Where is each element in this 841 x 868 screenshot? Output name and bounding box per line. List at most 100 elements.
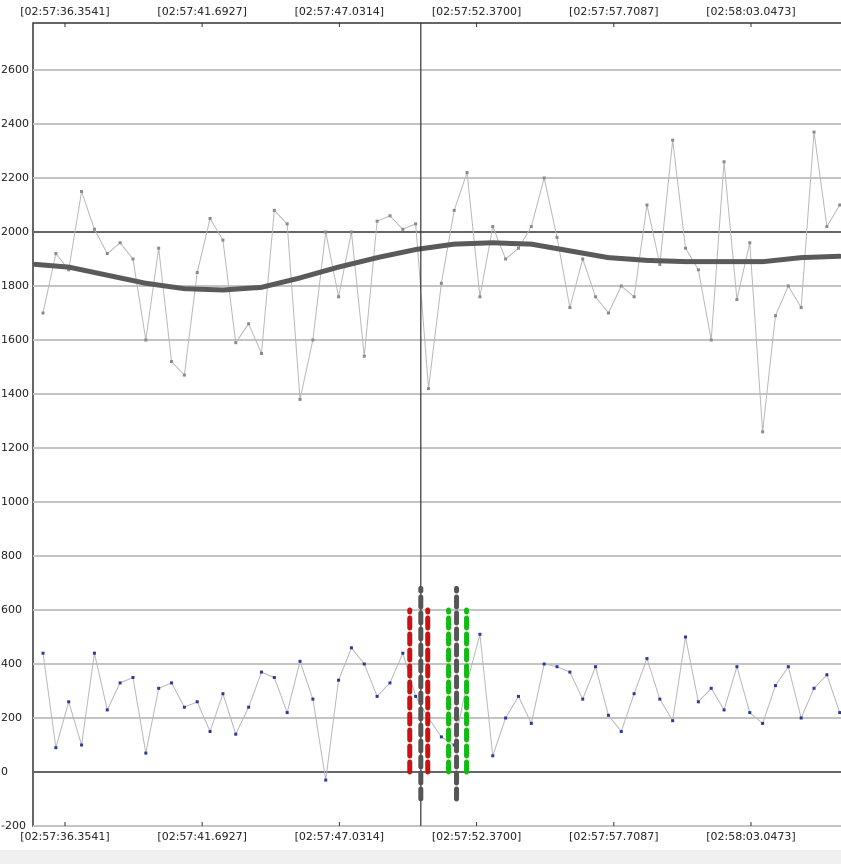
x-tick-label: [02:57:36.3541] <box>20 830 109 843</box>
point <box>105 252 109 256</box>
point <box>144 751 148 755</box>
x-tick-label: [02:58:03.0473] <box>706 5 795 18</box>
point <box>478 632 482 636</box>
y-tick-label: 2000 <box>1 225 29 238</box>
point <box>812 686 816 690</box>
point <box>568 670 572 674</box>
point <box>658 697 662 701</box>
point <box>735 665 739 669</box>
point <box>349 646 353 650</box>
point <box>375 694 379 698</box>
point <box>825 225 829 229</box>
y-tick-label: 200 <box>1 711 22 724</box>
point <box>105 708 109 712</box>
point <box>773 684 777 688</box>
point <box>362 662 366 666</box>
point <box>465 171 469 175</box>
point <box>812 130 816 134</box>
point <box>632 692 636 696</box>
point <box>594 665 598 669</box>
point <box>529 225 533 229</box>
point <box>144 338 148 342</box>
point <box>581 257 585 261</box>
point <box>516 246 520 250</box>
point <box>645 657 649 661</box>
point <box>684 635 688 639</box>
point <box>504 257 508 261</box>
y-tick-label: 1000 <box>1 495 29 508</box>
point <box>337 678 341 682</box>
x-tick-label: [02:57:41.6927] <box>157 830 246 843</box>
point <box>555 665 559 669</box>
series-line <box>32 240 841 293</box>
point <box>722 708 726 712</box>
point <box>54 252 58 256</box>
point <box>259 351 263 355</box>
point <box>799 716 803 720</box>
point <box>709 338 713 342</box>
point <box>157 686 161 690</box>
point <box>594 295 598 299</box>
point <box>337 295 341 299</box>
point <box>285 222 289 226</box>
point <box>131 257 135 261</box>
point <box>324 778 328 782</box>
y-tick-label: 2200 <box>1 171 29 184</box>
point <box>568 306 572 310</box>
x-tick-label: [02:57:36.3541] <box>20 5 109 18</box>
point <box>388 214 392 218</box>
point <box>41 651 45 655</box>
point <box>92 651 96 655</box>
point <box>208 216 212 220</box>
point <box>606 311 610 315</box>
y-tick-label: -200 <box>1 819 26 832</box>
point <box>748 241 752 245</box>
point <box>324 230 328 234</box>
point <box>170 360 174 364</box>
y-tick-label: 1200 <box>1 441 29 454</box>
point <box>439 735 443 739</box>
y-tick-label: 1800 <box>1 279 29 292</box>
point <box>773 314 777 318</box>
point <box>491 225 495 229</box>
x-tick-label: [02:57:41.6927] <box>157 5 246 18</box>
point <box>696 268 700 272</box>
point <box>298 397 302 401</box>
point <box>838 711 841 715</box>
point <box>234 732 238 736</box>
point <box>799 306 803 310</box>
point <box>748 711 752 715</box>
y-tick-label: 2600 <box>1 63 29 76</box>
point <box>182 373 186 377</box>
point <box>234 341 238 345</box>
point <box>516 694 520 698</box>
x-tick-label: [02:57:52.3700] <box>432 5 521 18</box>
point <box>272 208 276 212</box>
status-band <box>0 850 841 864</box>
point <box>491 754 495 758</box>
y-tick-label: 2400 <box>1 117 29 130</box>
point <box>414 694 418 698</box>
x-tick-label: [02:57:57.7087] <box>569 830 658 843</box>
point <box>555 235 559 239</box>
x-tick-label: [02:57:47.0314] <box>295 5 384 18</box>
point <box>786 665 790 669</box>
point <box>247 705 251 709</box>
y-tick-label: 0 <box>1 765 8 778</box>
y-tick-label: 1600 <box>1 333 29 346</box>
point <box>272 675 276 679</box>
point <box>80 743 84 747</box>
point <box>54 746 58 750</box>
y-tick-label: 800 <box>1 549 22 562</box>
point <box>401 651 405 655</box>
y-tick-label: 1400 <box>1 387 29 400</box>
point <box>298 659 302 663</box>
point <box>362 354 366 358</box>
point <box>761 430 765 434</box>
point <box>439 281 443 285</box>
point <box>632 295 636 299</box>
point <box>401 227 405 231</box>
point <box>80 189 84 193</box>
point <box>221 692 225 696</box>
